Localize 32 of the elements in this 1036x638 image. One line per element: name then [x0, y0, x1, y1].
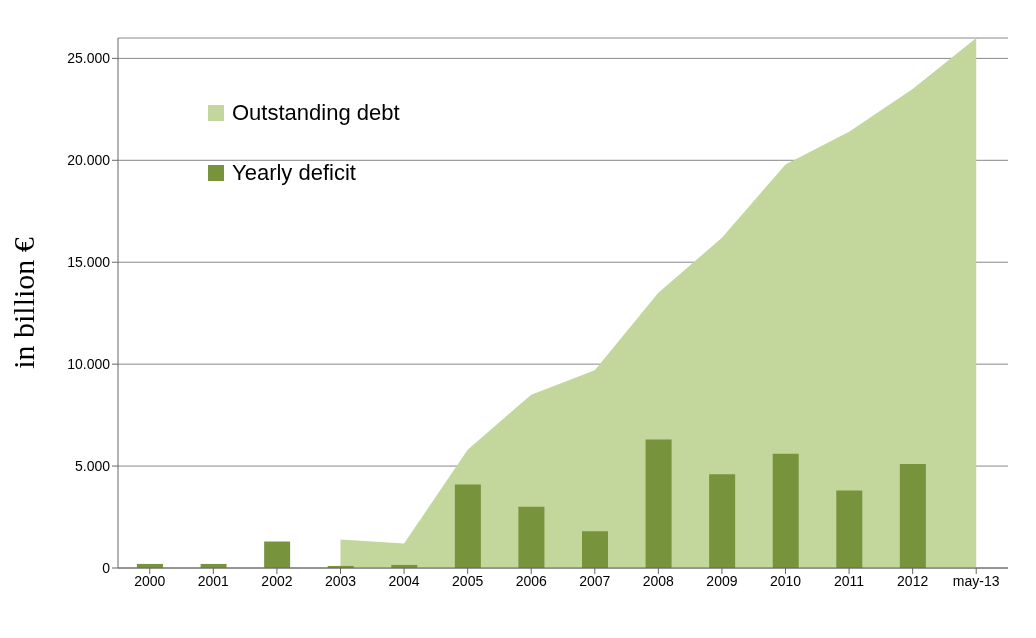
y-tick-label: 20.000: [67, 152, 111, 169]
legend-label: Outstanding debt: [232, 100, 400, 126]
x-tick-label: 2010: [769, 572, 802, 589]
x-tick-label: 2007: [579, 572, 611, 589]
bar: [582, 531, 608, 568]
x-tick-label: 2000: [134, 572, 166, 589]
x-tick-label: 2002: [261, 572, 293, 589]
x-tick-label: 2008: [642, 572, 675, 589]
x-tick-label: 2003: [324, 572, 357, 589]
bar: [645, 439, 672, 568]
y-tick-label: 10.000: [67, 356, 111, 373]
x-tick-label: 2009: [706, 572, 738, 589]
x-tick-label: 2005: [452, 572, 484, 589]
y-axis-title: in billion €: [6, 237, 40, 369]
y-tick-label: 15.000: [67, 254, 111, 271]
x-tick-label: 2004: [388, 572, 420, 589]
bar: [772, 453, 799, 568]
y-tick-label: 5.000: [74, 458, 111, 475]
bar: [899, 464, 926, 568]
x-tick-label: may-13: [952, 572, 1000, 589]
x-tick-label: 2011: [834, 572, 865, 589]
bar: [454, 484, 481, 568]
y-tick-label: 25.000: [67, 50, 111, 67]
legend-label: Yearly deficit: [232, 160, 356, 186]
x-tick-label: 2001: [197, 572, 230, 589]
y-tick-label: 0: [102, 559, 111, 576]
x-tick-label: 2006: [515, 572, 547, 589]
x-tick-label: 2012: [897, 572, 929, 589]
bar: [836, 490, 863, 568]
bar: [709, 474, 736, 568]
bar: [518, 506, 545, 568]
bar: [264, 541, 291, 568]
